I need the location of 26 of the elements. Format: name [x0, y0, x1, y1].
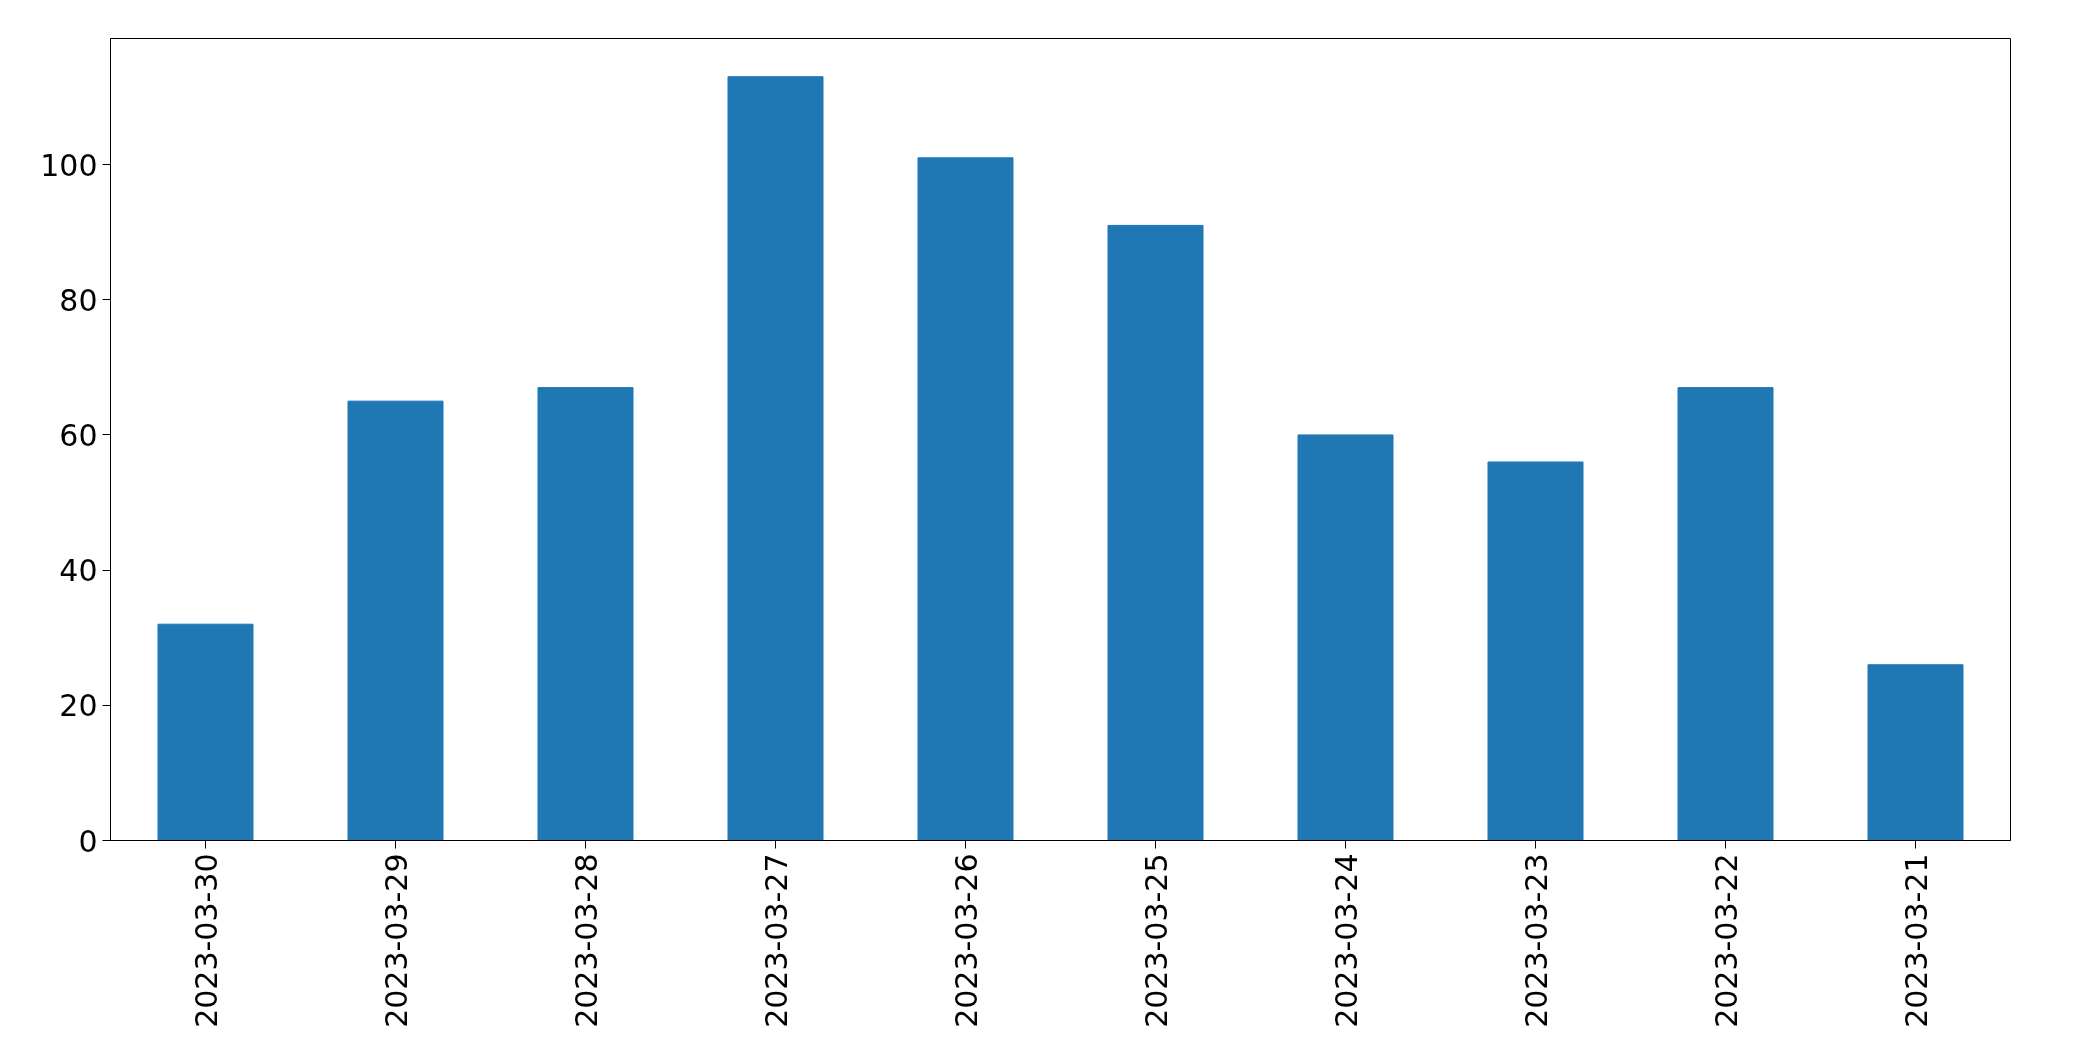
y-tick-label: 20: [59, 688, 98, 724]
bar: [727, 76, 824, 841]
bar: [1677, 387, 1774, 841]
bar: [1487, 461, 1584, 841]
x-tick-label: 2023-03-26: [948, 853, 984, 1028]
bar: [347, 400, 444, 841]
x-tick-label: 2023-03-25: [1138, 853, 1174, 1028]
x-tick-label: 2023-03-28: [568, 853, 604, 1028]
y-tick-label: 0: [78, 823, 98, 859]
x-tick-label: 2023-03-23: [1518, 853, 1554, 1028]
x-tick-label: 2023-03-27: [758, 853, 794, 1028]
bar: [537, 387, 634, 841]
x-tick-label: 2023-03-24: [1328, 853, 1364, 1028]
bar: [917, 157, 1014, 841]
x-tick-label: 2023-03-21: [1898, 853, 1934, 1028]
y-tick-label: 60: [59, 417, 98, 453]
bar: [157, 623, 254, 841]
bar: [1297, 434, 1394, 841]
x-tick-label: 2023-03-30: [188, 853, 224, 1028]
y-tick-label: 100: [40, 147, 98, 183]
y-tick-label: 80: [59, 282, 98, 318]
x-tick-label: 2023-03-22: [1708, 853, 1744, 1028]
x-tick-label: 2023-03-29: [378, 853, 414, 1028]
bar: [1867, 664, 1964, 841]
y-tick-label: 40: [59, 553, 98, 589]
bar: [1107, 224, 1204, 841]
